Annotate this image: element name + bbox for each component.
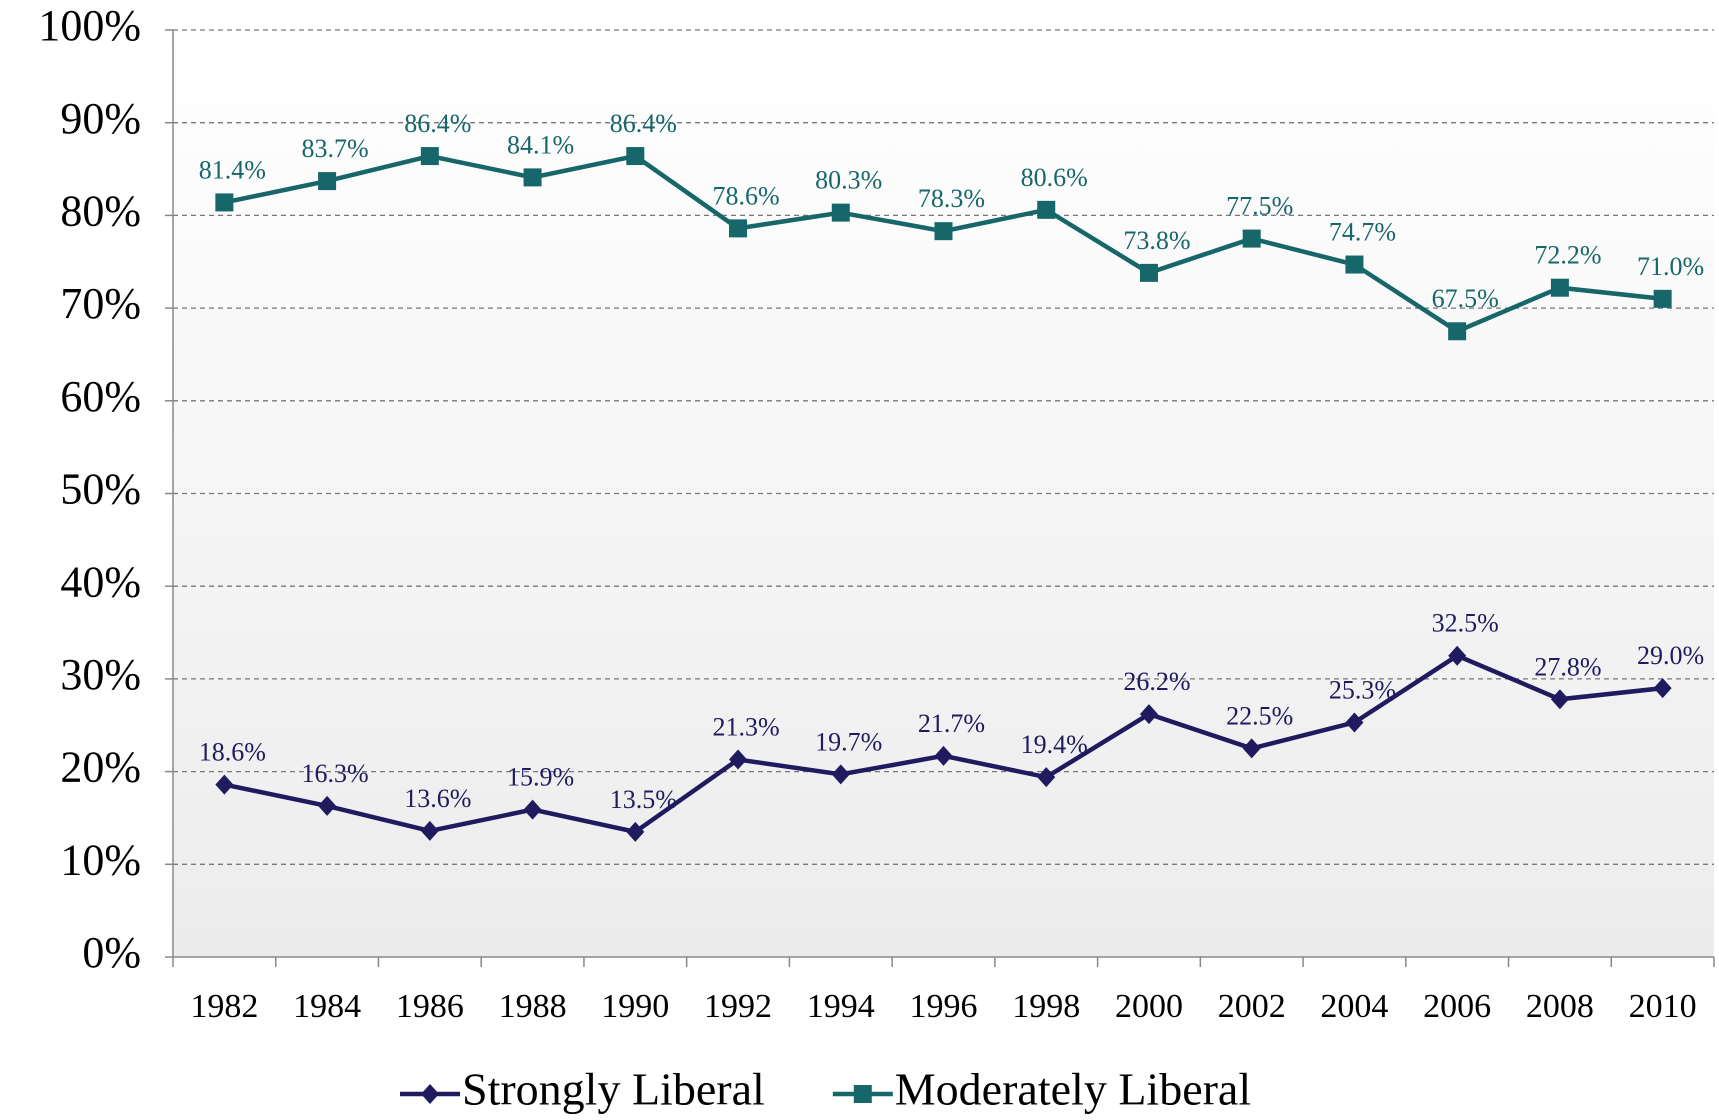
marker (1139, 704, 1158, 725)
marker (729, 219, 748, 238)
marker (1139, 263, 1158, 282)
marker (1653, 289, 1672, 308)
data-label: 27.8% (1534, 652, 1601, 681)
y-tick-label: 20% (60, 743, 141, 792)
marker (420, 820, 439, 841)
marker (1448, 645, 1467, 666)
data-label: 77.5% (1226, 192, 1293, 221)
data-label: 13.5% (610, 785, 677, 814)
marker (215, 193, 234, 212)
y-tick-label: 90% (60, 94, 141, 143)
data-label: 26.2% (1123, 667, 1190, 696)
data-label: 18.6% (199, 738, 266, 767)
y-tick-label: 80% (60, 186, 141, 235)
data-label: 86.4% (610, 109, 677, 138)
data-label: 19.7% (815, 727, 882, 756)
marker (1037, 200, 1056, 219)
marker (421, 1084, 439, 1104)
marker (1242, 738, 1261, 759)
data-label: 32.5% (1432, 609, 1499, 638)
marker (1345, 255, 1364, 274)
marker (1448, 322, 1467, 341)
marker (1653, 678, 1672, 699)
data-label: 15.9% (507, 763, 574, 792)
data-label: 78.3% (918, 184, 985, 213)
data-label: 74.7% (1329, 217, 1396, 246)
legend-label: Strongly Liberal (462, 1064, 765, 1115)
data-label: 21.3% (712, 713, 779, 742)
marker (318, 795, 337, 816)
x-tick-label: 1992 (704, 988, 772, 1025)
y-tick-label: 30% (60, 650, 141, 699)
x-tick-label: 1984 (293, 988, 361, 1025)
marker (318, 172, 337, 191)
marker (215, 774, 234, 795)
marker (626, 147, 645, 166)
data-label: 78.6% (712, 181, 779, 210)
data-label: 86.4% (404, 109, 471, 138)
y-tick-label: 100% (38, 1, 141, 50)
y-tick-label: 70% (60, 279, 141, 328)
x-tick-label: 1994 (807, 988, 875, 1025)
marker (523, 168, 542, 187)
data-label: 67.5% (1432, 284, 1499, 313)
data-label: 81.4% (199, 155, 266, 184)
y-tick-label: 0% (82, 928, 141, 977)
marker (1550, 689, 1569, 710)
data-label: 71.0% (1637, 252, 1704, 281)
marker (626, 821, 645, 842)
x-tick-label: 1996 (910, 988, 978, 1025)
x-tick-label: 1988 (499, 988, 567, 1025)
x-tick-label: 1982 (190, 988, 258, 1025)
data-label: 83.7% (302, 134, 369, 163)
data-label: 73.8% (1123, 226, 1190, 255)
marker (420, 147, 439, 166)
marker (729, 749, 748, 770)
marker (831, 203, 850, 222)
y-tick-label: 50% (60, 465, 141, 514)
y-tick-label: 60% (60, 372, 141, 421)
marker (1037, 767, 1056, 788)
data-label: 13.6% (404, 784, 471, 813)
y-tick-label: 10% (60, 835, 141, 884)
marker (523, 799, 542, 820)
x-tick-label: 2000 (1115, 988, 1183, 1025)
legend-label: Moderately Liberal (895, 1064, 1251, 1115)
marker (934, 222, 953, 241)
x-tick-label: 1990 (601, 988, 669, 1025)
data-label: 72.2% (1534, 241, 1601, 270)
x-tick-label: 2006 (1423, 988, 1491, 1025)
data-label: 19.4% (1021, 730, 1088, 759)
marker (1242, 229, 1261, 248)
y-tick-label: 40% (60, 557, 141, 606)
data-label: 16.3% (302, 759, 369, 788)
marker (934, 745, 953, 766)
x-tick-label: 2008 (1526, 988, 1594, 1025)
marker (831, 764, 850, 785)
x-tick-label: 1998 (1012, 988, 1080, 1025)
data-label: 22.5% (1226, 701, 1293, 730)
x-tick-label: 2010 (1629, 988, 1697, 1025)
data-label: 25.3% (1329, 675, 1396, 704)
marker (1550, 278, 1569, 297)
data-label: 80.6% (1021, 163, 1088, 192)
x-tick-label: 1986 (396, 988, 464, 1025)
x-tick-label: 2004 (1320, 988, 1388, 1025)
marker (853, 1085, 872, 1103)
data-label: 21.7% (918, 709, 985, 738)
data-label: 84.1% (507, 130, 574, 159)
data-label: 80.3% (815, 166, 882, 195)
data-label: 29.0% (1637, 641, 1704, 670)
x-tick-label: 2002 (1218, 988, 1286, 1025)
marker (1345, 712, 1364, 733)
